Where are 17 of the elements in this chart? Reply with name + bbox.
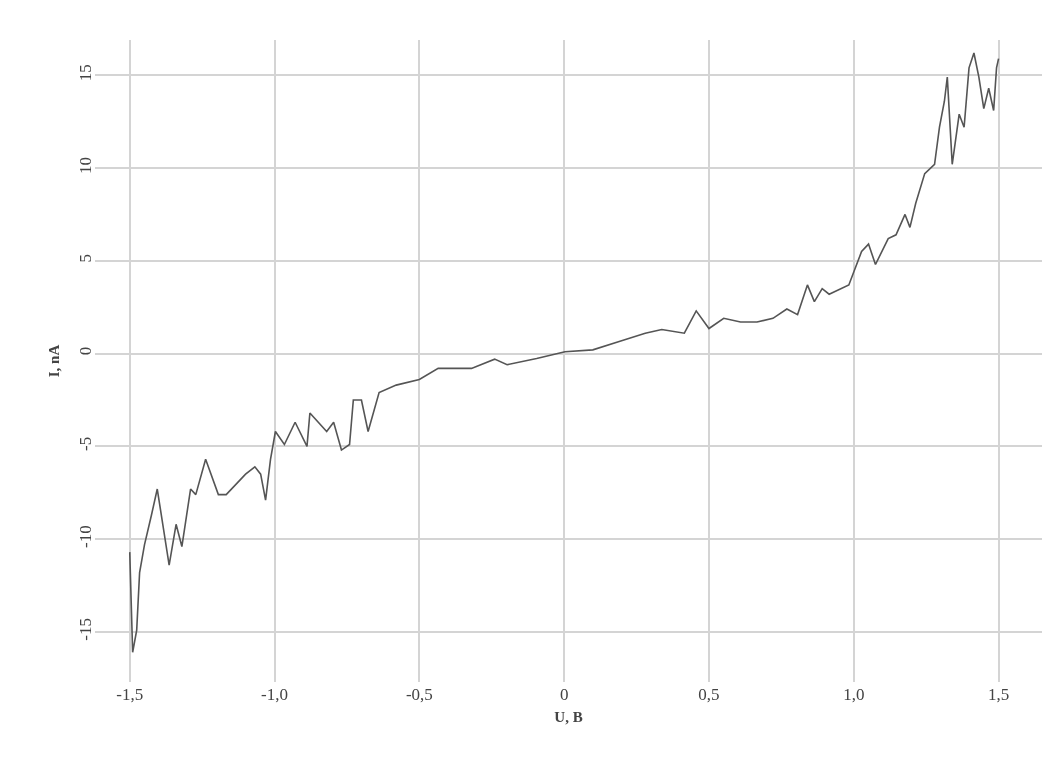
x-tick-label: -0,5	[405, 685, 433, 704]
y-axis-title: I, nA	[45, 344, 62, 378]
y-tick-label: -10	[75, 525, 95, 548]
x-tick-label: -1,0	[261, 685, 289, 704]
x-tick-label: 1,0	[843, 685, 865, 704]
x-axis-title: U, B	[554, 709, 583, 725]
x-tick-label: -1,5	[116, 685, 144, 704]
y-tick-label: -5	[75, 436, 95, 451]
y-tick-label: 5	[75, 254, 95, 263]
y-tick-label: -15	[75, 618, 95, 641]
x-tick-label: 0	[559, 685, 569, 704]
y-tick-label: 15	[75, 64, 95, 82]
line-series	[128, 52, 1000, 654]
x-tick-label: 0,5	[698, 685, 720, 704]
x-tick-label: 1,5	[987, 685, 1010, 704]
y-tick-label: 10	[75, 156, 95, 174]
y-tick-label: 0	[75, 346, 95, 356]
